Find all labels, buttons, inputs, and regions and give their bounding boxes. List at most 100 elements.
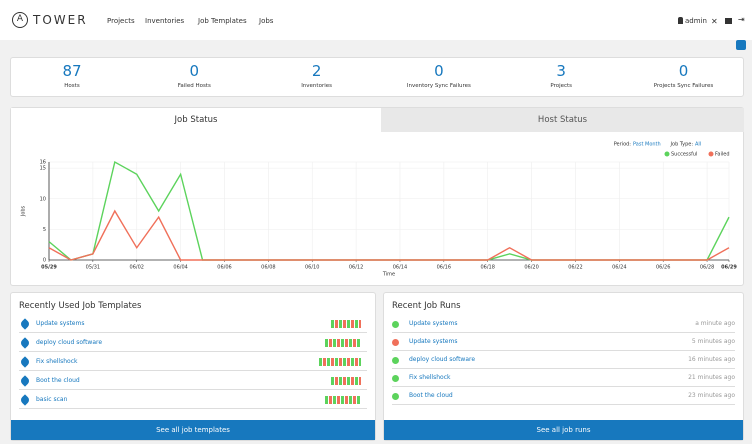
x-tick-label: 06/08 bbox=[261, 265, 275, 271]
filter-label: Job Type: bbox=[670, 142, 694, 148]
template-name[interactable]: basic scan bbox=[36, 396, 68, 403]
count-card[interactable]: 0 Projects Sync Failures bbox=[623, 58, 745, 89]
run-name[interactable]: Update systems bbox=[409, 320, 458, 327]
tab-active[interactable]: Job Status bbox=[11, 108, 381, 132]
rocket-icon bbox=[19, 318, 31, 330]
run-name[interactable]: Update systems bbox=[409, 338, 458, 345]
run-row: Fix shellshock 21 minutes ago bbox=[392, 369, 735, 387]
count-value: 0 bbox=[189, 62, 200, 80]
x-tick-label: 06/22 bbox=[568, 265, 582, 271]
x-tick-label: 06/02 bbox=[130, 265, 144, 271]
y-tick-label: 5 bbox=[43, 227, 46, 233]
template-row: deploy cloud software bbox=[19, 334, 367, 352]
count-label: Projects bbox=[550, 83, 573, 89]
count-card[interactable]: 2 Inventories bbox=[256, 58, 378, 89]
logo: A bbox=[12, 12, 28, 28]
status-icon bbox=[392, 339, 399, 346]
x-tick-label: 06/20 bbox=[524, 265, 538, 271]
y-axis-label: Jobs bbox=[21, 205, 27, 217]
template-row: Fix shellshock bbox=[19, 353, 367, 371]
user-icon[interactable] bbox=[678, 17, 683, 24]
legend-label: Successful bbox=[671, 152, 697, 158]
count-value: 87 bbox=[62, 62, 82, 80]
button[interactable]: See all job templates bbox=[11, 420, 375, 440]
run-name[interactable]: Fix shellshock bbox=[409, 374, 451, 381]
count-label: Failed Hosts bbox=[177, 83, 211, 89]
x-tick-label: 06/26 bbox=[656, 265, 670, 271]
x-tick-label: 06/06 bbox=[217, 265, 231, 271]
rocket-icon bbox=[19, 375, 31, 387]
job-sparkline bbox=[331, 320, 361, 328]
nav-link[interactable]: Jobs bbox=[259, 17, 274, 25]
run-time: 21 minutes ago bbox=[688, 374, 735, 381]
run-row: deploy cloud software 16 minutes ago bbox=[392, 351, 735, 369]
legend-label: Failed bbox=[715, 152, 730, 158]
template-name[interactable]: Boot the cloud bbox=[36, 377, 80, 384]
run-time: a minute ago bbox=[695, 320, 735, 327]
x-tick-label: 06/28 bbox=[700, 265, 714, 271]
template-row: Update systems bbox=[19, 315, 367, 333]
job-sparkline bbox=[319, 358, 361, 366]
top-bar: A TOWER Projects Inventories Job Templat… bbox=[0, 0, 752, 40]
series-line bbox=[48, 209, 730, 261]
template-name[interactable]: deploy cloud software bbox=[36, 339, 103, 346]
run-row: Boot the cloud 23 minutes ago bbox=[392, 387, 735, 405]
x-tick-label: 06/18 bbox=[480, 265, 494, 271]
filter-value[interactable]: All bbox=[695, 142, 701, 148]
filter-label: Period: bbox=[614, 142, 632, 148]
run-row: Update systems a minute ago bbox=[392, 315, 735, 333]
status-icon bbox=[392, 357, 399, 364]
x-tick-label: 05/31 bbox=[86, 265, 100, 271]
settings-icon[interactable]: ✕ bbox=[711, 17, 718, 26]
count-card[interactable]: 0 Inventory Sync Failures bbox=[378, 58, 500, 89]
count-label: Projects Sync Failures bbox=[653, 83, 714, 89]
template-name[interactable]: Fix shellshock bbox=[36, 358, 78, 365]
series-line bbox=[48, 160, 730, 261]
count-value: 3 bbox=[556, 62, 566, 80]
refresh-button[interactable] bbox=[736, 40, 746, 50]
filter-value[interactable]: Past Month bbox=[633, 142, 661, 148]
legend-dot bbox=[708, 151, 714, 157]
x-tick-label: 06/12 bbox=[349, 265, 363, 271]
run-time: 16 minutes ago bbox=[688, 356, 735, 363]
y-tick-label: 16 bbox=[40, 160, 46, 166]
x-tick-label: 06/29 bbox=[721, 265, 737, 271]
nav-link[interactable]: Inventories bbox=[145, 17, 185, 25]
legend-dot bbox=[664, 151, 670, 157]
nav-link[interactable]: Job Templates bbox=[198, 17, 247, 25]
tab[interactable]: Host Status bbox=[381, 108, 744, 132]
count-card[interactable]: 3 Projects bbox=[500, 58, 622, 89]
count-label: Hosts bbox=[64, 83, 80, 89]
x-tick-label: 06/14 bbox=[393, 265, 407, 271]
job-sparkline bbox=[325, 396, 361, 404]
template-row: basic scan bbox=[19, 391, 367, 409]
count-card[interactable]: 87 Hosts bbox=[11, 58, 133, 89]
job-sparkline bbox=[331, 377, 361, 385]
count-value: 2 bbox=[311, 62, 322, 80]
monitor-icon[interactable] bbox=[725, 18, 732, 24]
x-tick-label: 06/10 bbox=[305, 265, 319, 271]
template-row: Boot the cloud bbox=[19, 372, 367, 390]
run-name[interactable]: Boot the cloud bbox=[409, 392, 453, 399]
x-tick-label: 06/16 bbox=[437, 265, 451, 271]
job-sparkline bbox=[325, 339, 361, 347]
x-axis-label: Time bbox=[382, 272, 395, 278]
chart-panel: Job Status Host Status Period: Past Month… bbox=[10, 107, 744, 286]
user-name[interactable]: admin bbox=[685, 17, 707, 25]
count-card[interactable]: 0 Failed Hosts bbox=[133, 58, 255, 89]
rocket-icon bbox=[19, 394, 31, 406]
run-time: 23 minutes ago bbox=[688, 392, 735, 399]
template-name[interactable]: Update systems bbox=[36, 320, 85, 327]
run-time: 5 minutes ago bbox=[691, 338, 735, 345]
logout-icon[interactable]: ⇥ bbox=[738, 15, 745, 24]
count-label: Inventory Sync Failures bbox=[406, 83, 471, 89]
templates-panel: Recently Used Job Templates See all job … bbox=[10, 292, 376, 441]
run-name[interactable]: deploy cloud software bbox=[409, 356, 476, 363]
rocket-icon bbox=[19, 337, 31, 349]
nav-link[interactable]: Projects bbox=[107, 17, 135, 25]
count-value: 0 bbox=[678, 62, 689, 80]
rocket-icon bbox=[19, 356, 31, 368]
button[interactable]: See all job runs bbox=[384, 420, 743, 440]
status-icon bbox=[392, 321, 399, 328]
